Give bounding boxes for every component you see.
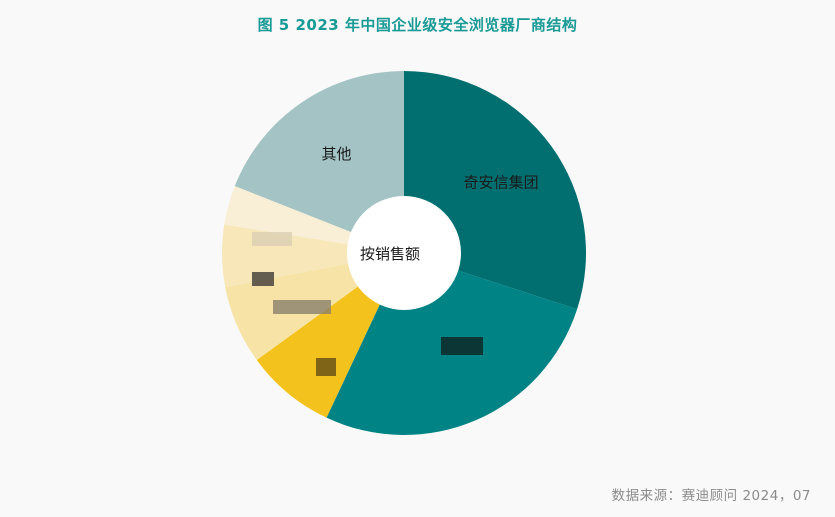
obscured-label-1: [252, 232, 292, 246]
chart-title: 图 5 2023 年中国企业级安全浏览器厂商结构: [257, 16, 578, 34]
slice-label-1: 奇安信集团: [464, 173, 539, 191]
obscured-label-2: [252, 272, 274, 286]
donut-hole: [347, 196, 461, 310]
obscured-label-4: [316, 358, 336, 376]
obscured-label-3: [273, 300, 331, 314]
obscured-labels: [252, 232, 483, 376]
slice-label-7: 其他: [322, 145, 352, 163]
center-label: 按销售额: [360, 245, 420, 263]
pie-slice-7: [234, 71, 404, 253]
source-note: 数据来源：赛迪顾问 2024，07: [611, 488, 811, 504]
obscured-label-5: [441, 337, 483, 355]
